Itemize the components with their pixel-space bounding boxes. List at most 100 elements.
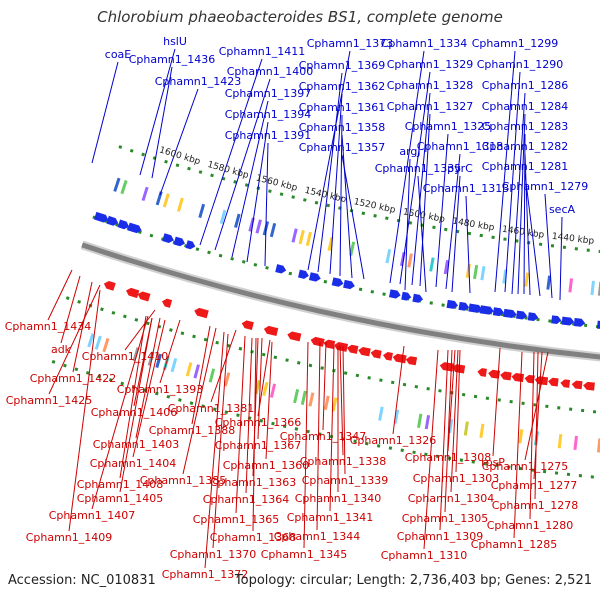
forward-gene-label: Cphamn1_1373: [307, 37, 394, 50]
feature-block: [385, 249, 392, 264]
reverse-gene-arrow: [310, 336, 325, 347]
forward-gene-label: Cphamn1_1318: [417, 140, 504, 153]
forward-gene-arrow: [106, 215, 119, 226]
reverse-gene-label: Cphamn1_1365: [193, 513, 280, 526]
reverse-gene-label: Cphamn1_1278: [492, 499, 579, 512]
reverse-leader-line: [72, 281, 93, 373]
reverse-gene-label: Cphamn1_1367: [215, 439, 302, 452]
reverse-gene-arrow: [405, 356, 418, 366]
forward-leader-line: [231, 100, 269, 258]
forward-gene-arrow: [573, 317, 586, 327]
reverse-gene-arrow: [323, 339, 336, 349]
reverse-leader-line: [132, 319, 166, 458]
reverse-gene-label: Cphamn1_1405: [77, 492, 164, 505]
reverse-gene-label: Cphamn1_1309: [397, 530, 484, 543]
feature-block: [331, 397, 338, 412]
feature-block: [480, 266, 486, 281]
forward-leader-line: [317, 72, 343, 273]
reverse-gene-label: Cphamn1_1372: [162, 568, 249, 581]
reverse-leader-line: [159, 319, 181, 384]
reverse-gene-label: Cphamn1_1285: [471, 538, 558, 551]
forward-gene-arrow: [527, 312, 539, 322]
feature-block: [597, 438, 600, 453]
feature-block: [308, 392, 315, 407]
feature-block: [255, 219, 262, 234]
feature-block: [234, 213, 241, 228]
reverse-leader-line: [210, 329, 237, 403]
forward-gene-label: Cphamn1_1394: [225, 108, 312, 121]
forward-gene-arrow: [479, 305, 494, 315]
reverse-gene-label: Cphamn1_1364: [203, 493, 290, 506]
feature-block: [378, 406, 384, 421]
feature-block: [300, 390, 307, 405]
forward-leader-line: [389, 50, 425, 284]
forward-leader-line: [199, 58, 263, 246]
forward-gene-arrow: [162, 233, 174, 243]
reverse-gene-label: Cphamn1_1304: [408, 492, 495, 505]
feature-block: [113, 177, 121, 192]
reverse-gene-label: Cphamn1_1275: [482, 460, 569, 473]
reverse-leader-line: [212, 333, 229, 549]
reverse-gene-label: Cphamn1_1345: [261, 548, 348, 561]
scale-label: 1440 kbp: [551, 232, 595, 247]
forward-leader-line: [91, 61, 119, 164]
reverse-gene-label: Cphamn1_1277: [491, 479, 578, 492]
feature-block: [120, 179, 128, 195]
reverse-gene-arrow: [161, 298, 173, 308]
feature-block: [518, 429, 524, 444]
forward-gene-label: Cphamn1_1334: [381, 37, 468, 50]
forward-gene-label: Cphamn1_1290: [477, 58, 564, 71]
forward-gene-arrow: [468, 303, 483, 313]
forward-gene-label: Cphamn1_1284: [482, 100, 569, 113]
reverse-leader-line: [439, 349, 449, 531]
feature-block: [193, 364, 200, 379]
forward-gene-label: coaE: [105, 48, 132, 61]
reverse-gene-arrow: [383, 351, 393, 361]
forward-leader-line: [139, 48, 176, 176]
forward-leader-line: [419, 113, 431, 287]
gene-layer: [87, 177, 600, 453]
reverse-gene-label: Cphamn1_1310: [381, 549, 468, 562]
feature-block: [590, 280, 595, 296]
forward-gene-arrow: [492, 307, 505, 317]
feature-block: [141, 186, 149, 202]
feature-block: [291, 228, 298, 243]
forward-gene-arrow: [127, 222, 142, 234]
reverse-gene-label: Cphamn1_1407: [49, 509, 136, 522]
reverse-leader-line: [47, 269, 73, 321]
forward-leader-line: [517, 113, 526, 295]
reverse-gene-label: Cphamn1_1406: [91, 406, 178, 419]
scale-label: 1560 kbp: [255, 173, 299, 193]
reverse-gene-arrow: [392, 353, 407, 364]
forward-leader-line: [411, 92, 431, 286]
forward-leader-line: [445, 153, 461, 290]
forward-leader-line: [341, 134, 353, 279]
feature-block: [269, 222, 277, 238]
feature-block: [155, 353, 163, 368]
forward-leader-line: [494, 50, 516, 293]
reverse-gene-label: Cphamn1_1422: [30, 372, 117, 385]
forward-leader-line: [339, 114, 343, 277]
reverse-gene-arrow: [548, 377, 559, 387]
reverse-leader-line: [455, 349, 461, 473]
forward-leader-line: [264, 142, 269, 267]
forward-leader-line: [435, 133, 449, 288]
feature-block: [479, 423, 485, 438]
reverse-leader-line: [124, 309, 156, 351]
feature-block: [568, 278, 574, 293]
forward-gene-label: Cphamn1_1391: [225, 129, 312, 142]
reverse-leader-line: [252, 337, 257, 532]
reverse-gene-arrow: [500, 371, 512, 381]
forward-gene-label: argJ: [399, 145, 420, 158]
backbone-layer: [80, 240, 600, 362]
reverse-leader-line: [135, 317, 161, 439]
reverse-gene-label: Cphamn1_1303: [413, 472, 500, 485]
reverse-gene-arrow: [358, 346, 371, 357]
forward-gene-arrow: [117, 219, 130, 230]
reverse-leader-line: [533, 351, 543, 480]
reverse-gene-label: Cphamn1_1308: [405, 451, 492, 464]
reverse-leader-line: [339, 344, 344, 456]
reverse-leader-line: [182, 327, 217, 475]
reverse-gene-label: Cphamn1_1404: [90, 457, 177, 470]
forward-leader-line: [417, 175, 427, 293]
